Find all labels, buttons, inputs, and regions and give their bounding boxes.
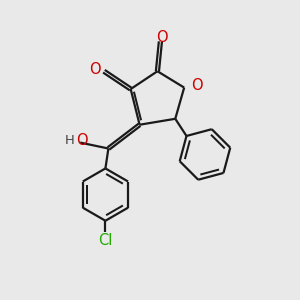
Text: H: H	[65, 134, 75, 147]
Text: O: O	[156, 30, 168, 45]
Text: O: O	[89, 62, 100, 77]
Text: Cl: Cl	[98, 233, 112, 248]
Text: O: O	[76, 133, 88, 148]
Text: O: O	[191, 78, 202, 93]
